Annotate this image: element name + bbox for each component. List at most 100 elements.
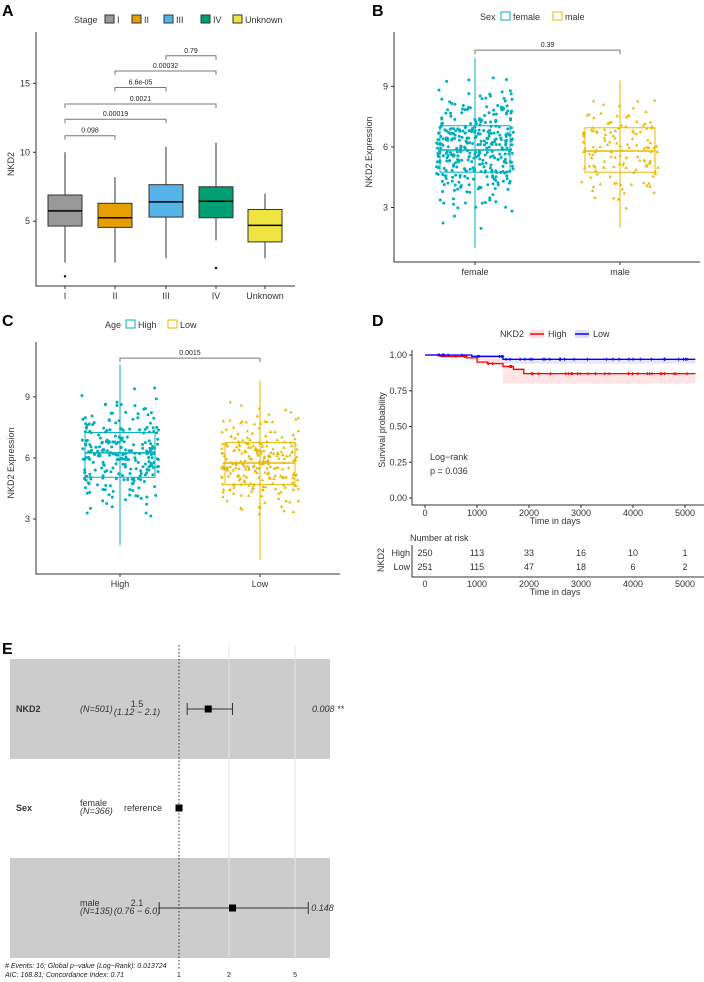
data-point	[97, 433, 101, 437]
data-point	[632, 170, 636, 174]
data-point	[267, 412, 271, 416]
censor-mark	[536, 372, 540, 376]
data-point	[650, 124, 654, 128]
data-point	[282, 445, 286, 449]
data-point	[447, 159, 451, 163]
data-point	[490, 149, 494, 153]
data-point	[454, 173, 458, 177]
p-value: 0.008 **	[312, 704, 345, 714]
data-point	[88, 506, 92, 510]
ci-band-Low	[425, 355, 696, 364]
censor-mark	[672, 372, 676, 376]
data-point	[258, 421, 263, 425]
data-point	[101, 460, 105, 464]
data-point	[624, 156, 629, 160]
data-point	[435, 165, 439, 169]
legend-key-Low	[167, 319, 178, 329]
data-point	[153, 485, 157, 489]
data-point	[484, 96, 488, 100]
data-point	[457, 134, 461, 138]
data-point	[96, 449, 100, 453]
censor-mark	[578, 372, 582, 376]
data-point	[496, 181, 500, 185]
data-point	[242, 464, 247, 468]
data-point	[452, 202, 456, 206]
censor-mark	[630, 372, 634, 376]
data-point	[279, 504, 284, 508]
censor-mark	[486, 362, 490, 366]
data-point	[441, 189, 445, 193]
data-point	[103, 488, 107, 492]
data-point	[228, 465, 232, 469]
data-point	[509, 111, 513, 115]
data-point	[598, 145, 602, 149]
data-point	[598, 182, 603, 186]
data-point	[247, 493, 251, 497]
data-point	[479, 226, 483, 230]
data-point	[225, 444, 230, 448]
data-point	[147, 430, 151, 434]
data-point	[80, 438, 84, 442]
data-point	[139, 478, 143, 482]
data-point	[481, 158, 485, 162]
data-point	[587, 152, 592, 156]
data-point	[247, 483, 251, 487]
data-point	[620, 187, 625, 191]
data-point	[485, 146, 489, 150]
risk-value: 1	[682, 548, 687, 558]
data-point	[107, 493, 111, 497]
data-point	[110, 505, 114, 509]
data-point	[498, 143, 502, 147]
data-point	[477, 153, 481, 157]
data-point	[648, 141, 653, 145]
data-point	[488, 166, 492, 170]
data-point	[121, 428, 125, 432]
data-point	[85, 491, 89, 495]
data-point	[473, 118, 477, 122]
data-point	[611, 196, 616, 200]
data-point	[229, 434, 233, 438]
data-point	[235, 461, 239, 465]
data-point	[446, 181, 450, 185]
data-point	[449, 111, 453, 115]
survival-curve-Low	[425, 354, 696, 360]
level-name: male	[80, 898, 100, 908]
data-point	[98, 445, 102, 449]
data-point	[453, 102, 457, 106]
data-point	[265, 466, 269, 470]
data-point	[107, 440, 111, 444]
data-point	[580, 180, 584, 184]
data-point	[128, 472, 132, 476]
data-point	[114, 462, 118, 466]
data-point	[280, 435, 284, 439]
data-point	[483, 170, 487, 174]
data-point	[473, 136, 477, 140]
data-point	[591, 125, 595, 129]
data-point	[468, 151, 472, 155]
data-point	[289, 410, 293, 414]
censor-mark	[523, 357, 527, 361]
censor-mark	[446, 353, 450, 357]
data-point	[630, 136, 635, 140]
data-point	[653, 98, 657, 102]
data-point	[504, 133, 508, 137]
x-tick-label: 3000	[571, 508, 591, 518]
data-point	[270, 420, 275, 424]
data-point	[476, 187, 480, 191]
censor-mark	[685, 372, 689, 376]
data-point	[145, 425, 149, 429]
data-point	[501, 164, 505, 168]
data-point	[232, 482, 237, 486]
data-point	[458, 175, 462, 179]
x-tick-label: III	[162, 291, 170, 301]
censor-mark	[575, 372, 579, 376]
data-point	[468, 106, 472, 110]
data-point	[459, 185, 463, 189]
data-point	[84, 442, 88, 446]
data-point	[458, 129, 462, 133]
data-point	[609, 120, 613, 124]
censor-mark	[648, 372, 652, 376]
data-point	[591, 185, 596, 189]
data-point	[123, 465, 127, 469]
data-point	[503, 99, 507, 103]
